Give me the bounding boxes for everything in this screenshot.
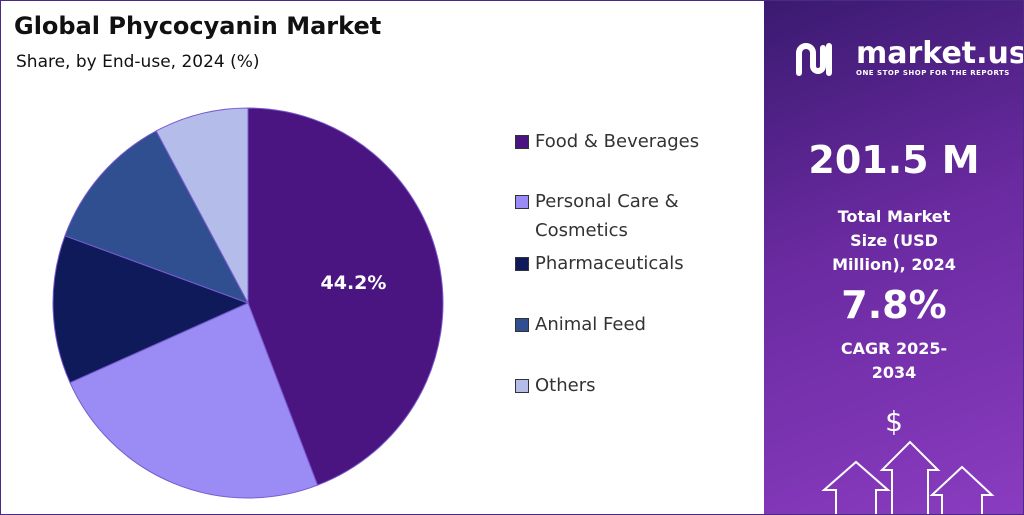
legend-item: Personal Care & Cosmetics: [515, 187, 715, 245]
legend-swatch: [515, 257, 529, 271]
legend-label: Animal Feed: [535, 314, 646, 335]
pie-slice: [52, 235, 250, 384]
legend-swatch: [515, 379, 529, 393]
data-label: 44.2%: [321, 272, 387, 294]
legend-item: Food & Beverages: [515, 127, 715, 156]
legend-label: Pharmaceuticals: [535, 253, 684, 274]
brand: market.us: [856, 36, 1024, 71]
tagline: ONE STOP SHOP FOR THE REPORTS: [856, 69, 1010, 77]
market-size-label: Total Market Size (USD Million), 2024: [832, 207, 956, 274]
pie-slice: [69, 302, 319, 499]
chart-subtitle: Share, by End-use, 2024 (%): [16, 52, 260, 72]
legend-item: Pharmaceuticals: [515, 249, 715, 278]
legend-item: Animal Feed: [515, 310, 715, 339]
legend-swatch: [515, 135, 529, 149]
arrows: [821, 440, 995, 515]
pie-slice: [247, 107, 444, 486]
cagr: 7.8%: [841, 283, 947, 327]
chart: 44.2%: [52, 107, 444, 499]
chart-title: Global Phycocyanin Market: [14, 12, 382, 40]
legend-label: Others: [535, 375, 596, 396]
market-size: 201.5 M: [808, 138, 980, 182]
pie-slice: [64, 130, 250, 304]
pie-slice: [155, 107, 249, 304]
sidebar: market.us ONE STOP SHOP FOR THE REPORTS …: [764, 0, 1024, 515]
logo-icon: [796, 43, 832, 76]
cagr-label: CAGR 2025-2034: [840, 339, 948, 382]
legend-swatch: [515, 318, 529, 332]
legend-item: Others: [515, 371, 715, 400]
legend-swatch: [515, 195, 529, 209]
legend-label: Food & Beverages: [535, 131, 700, 152]
dollar-icon: $: [885, 405, 903, 438]
legend-label: Personal Care & Cosmetics: [535, 191, 679, 241]
